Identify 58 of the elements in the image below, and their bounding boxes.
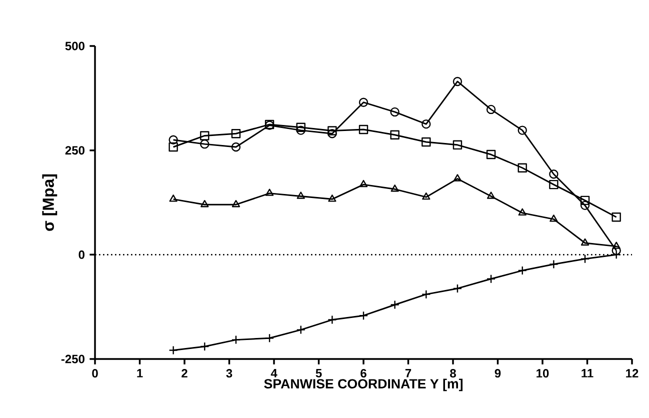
point — [452, 140, 462, 150]
point — [168, 135, 178, 145]
x-tick-label: 9 — [494, 369, 501, 378]
point — [358, 98, 368, 107]
point — [232, 200, 240, 208]
y-tick-label: 0 — [78, 250, 84, 259]
point — [486, 104, 496, 114]
x-tick-label: 12 — [626, 369, 638, 378]
point — [549, 180, 558, 190]
x-axis-title: SPANWISE COORDINATE Y [m] — [264, 378, 463, 392]
point — [390, 184, 399, 192]
y-tick-label: -250 — [61, 354, 84, 364]
point — [549, 170, 558, 179]
point — [580, 196, 590, 206]
y-tick-label: 250 — [65, 146, 84, 155]
point — [422, 192, 430, 200]
point — [231, 142, 241, 152]
point — [518, 208, 526, 216]
x-tick-label: 10 — [536, 369, 549, 378]
point — [200, 131, 210, 140]
x-tick-label: 3 — [226, 369, 232, 378]
point — [422, 137, 431, 147]
x-tick-label: 6 — [360, 369, 366, 378]
point — [422, 119, 431, 129]
point — [550, 214, 558, 222]
point — [518, 126, 527, 135]
x-tick-label: 0 — [92, 369, 98, 378]
point — [328, 126, 337, 136]
x-tick-label: 7 — [405, 369, 412, 378]
point — [486, 192, 496, 199]
point — [452, 76, 462, 86]
point — [169, 194, 178, 202]
y-axis-title: σ [Mpa] — [42, 174, 58, 231]
point — [168, 142, 178, 152]
point — [200, 200, 209, 208]
point — [231, 129, 241, 138]
point — [265, 188, 274, 196]
point — [453, 174, 462, 182]
point — [390, 130, 400, 140]
x-tick-label: 11 — [582, 369, 594, 378]
point — [200, 139, 210, 149]
x-tick-label: 4 — [270, 369, 278, 378]
point — [580, 238, 590, 246]
point — [359, 180, 368, 188]
point — [390, 107, 400, 117]
point — [518, 163, 527, 172]
point — [328, 194, 336, 202]
point — [296, 192, 305, 199]
point — [358, 124, 368, 134]
point — [486, 150, 496, 160]
point — [612, 212, 621, 222]
x-tick-label: 8 — [450, 369, 456, 378]
x-tick-label: 1 — [137, 369, 143, 378]
x-tick-label: 2 — [182, 369, 188, 378]
y-tick-label: 500 — [65, 42, 84, 50]
point — [612, 242, 620, 249]
point — [296, 122, 306, 132]
x-tick-label: 5 — [316, 369, 322, 378]
